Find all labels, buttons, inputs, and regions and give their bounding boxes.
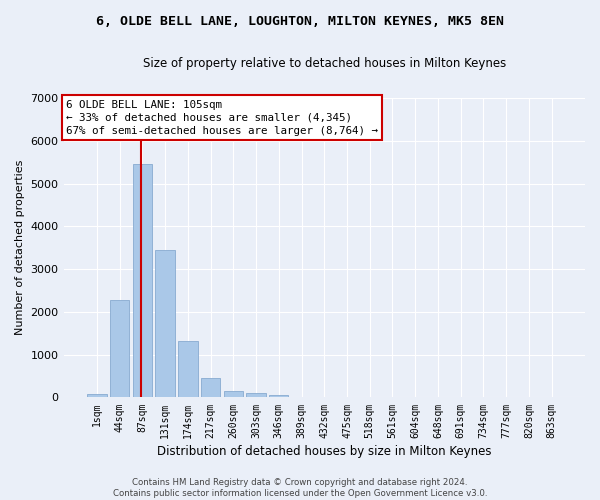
Bar [87, 394, 107, 398]
Bar [178, 341, 197, 398]
Title: Size of property relative to detached houses in Milton Keynes: Size of property relative to detached ho… [143, 58, 506, 70]
Bar [201, 378, 220, 398]
Bar [224, 390, 243, 398]
Y-axis label: Number of detached properties: Number of detached properties [15, 160, 25, 336]
Bar [269, 395, 289, 398]
Bar [133, 164, 152, 398]
Text: 6, OLDE BELL LANE, LOUGHTON, MILTON KEYNES, MK5 8EN: 6, OLDE BELL LANE, LOUGHTON, MILTON KEYN… [96, 15, 504, 28]
Text: Contains HM Land Registry data © Crown copyright and database right 2024.
Contai: Contains HM Land Registry data © Crown c… [113, 478, 487, 498]
Text: 6 OLDE BELL LANE: 105sqm
← 33% of detached houses are smaller (4,345)
67% of sem: 6 OLDE BELL LANE: 105sqm ← 33% of detach… [66, 100, 378, 136]
Bar [247, 394, 266, 398]
Bar [110, 300, 130, 398]
Bar [155, 250, 175, 398]
X-axis label: Distribution of detached houses by size in Milton Keynes: Distribution of detached houses by size … [157, 444, 491, 458]
